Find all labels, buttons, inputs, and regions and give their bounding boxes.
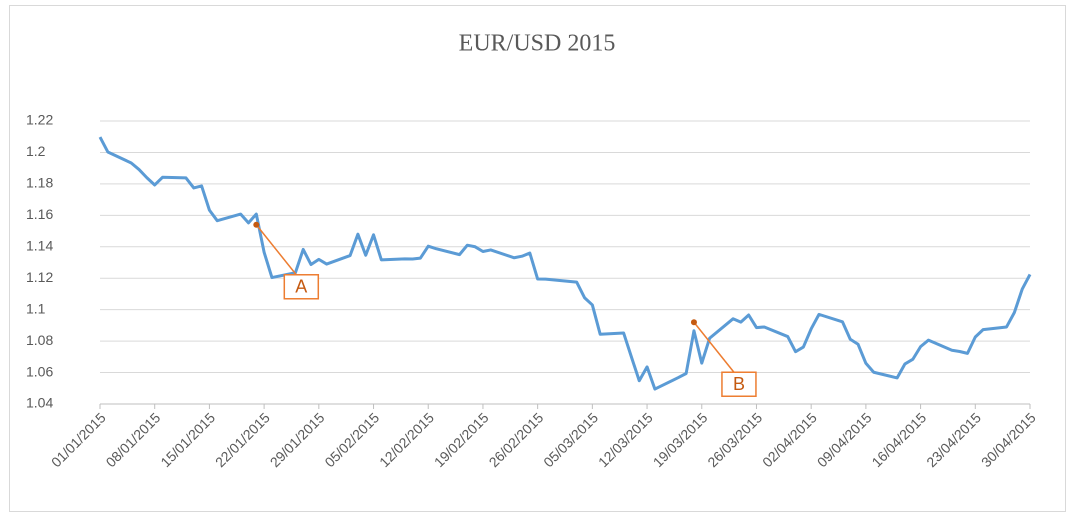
- annotation-leader: [255, 224, 297, 276]
- annotation-point: [253, 221, 260, 228]
- data-line: [98, 136, 1032, 391]
- annotation-label: A: [295, 277, 307, 297]
- y-tick-label: 1.14: [26, 237, 53, 253]
- y-tick-label: 1.06: [26, 363, 53, 379]
- y-tick-label: 1.08: [26, 332, 53, 348]
- annotation-point: [690, 319, 697, 326]
- y-tick-label: 1.1: [26, 300, 46, 316]
- y-tick-label: 1.12: [26, 269, 53, 285]
- annotation-leader: [693, 321, 735, 373]
- y-tick-label: 1.18: [26, 175, 53, 191]
- annotation-label: B: [733, 374, 745, 394]
- y-tick-label: 1.16: [26, 206, 53, 222]
- chart-title: EUR/USD 2015: [459, 31, 616, 57]
- annotation-box: [721, 371, 757, 397]
- annotation-box: [283, 274, 320, 300]
- y-tick-label: 1.04: [26, 395, 53, 411]
- chart-border: [9, 5, 1066, 512]
- y-tick-label: 1.2: [26, 143, 46, 159]
- y-tick-label: 1.22: [26, 112, 53, 128]
